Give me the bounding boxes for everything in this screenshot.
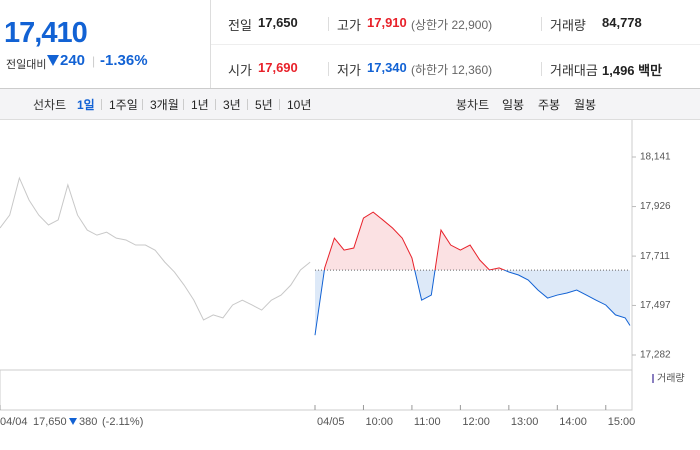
area-up bbox=[324, 212, 505, 271]
price-line-down bbox=[314, 270, 631, 336]
candle-tab[interactable]: 월봉 bbox=[574, 98, 597, 112]
period-tab[interactable]: 1일 bbox=[77, 98, 95, 112]
stat-value: 17,910 bbox=[367, 15, 407, 30]
period-tab[interactable]: 10년 bbox=[287, 98, 312, 112]
prev-close: 17,650 bbox=[33, 416, 67, 428]
stat-label: 저가 bbox=[337, 63, 361, 78]
tab-divider bbox=[247, 99, 248, 110]
stat-label: 고가 bbox=[337, 18, 361, 33]
x-tick-label: 11:00 bbox=[414, 416, 441, 428]
change: 240 bbox=[60, 52, 86, 69]
stat-value: 17,650 bbox=[258, 15, 298, 30]
y-tick-label: 18,141 bbox=[640, 152, 671, 163]
y-tick-label: 17,282 bbox=[640, 350, 671, 361]
stat-label: 전일 bbox=[228, 18, 252, 33]
x-tick-label: 04/04 bbox=[0, 416, 28, 428]
x-tick-label: 04/05 bbox=[317, 416, 345, 428]
prev-change: 380 bbox=[79, 416, 97, 428]
x-tick-label: 12:00 bbox=[462, 416, 490, 428]
period-tab[interactable]: 3개월 bbox=[150, 98, 179, 112]
stat-extra: (상한가 22,900) bbox=[411, 18, 493, 32]
candle-tab[interactable]: 주봉 bbox=[538, 98, 561, 112]
price-line bbox=[0, 176, 311, 321]
stat-value: 1,496 백만 bbox=[602, 63, 663, 78]
tab-divider bbox=[279, 99, 280, 110]
period-tab[interactable]: 1년 bbox=[191, 98, 209, 112]
period-tab[interactable]: 5년 bbox=[255, 98, 273, 112]
tab-label: 봉차트 bbox=[456, 98, 490, 112]
volume-panel bbox=[0, 369, 633, 411]
period-tab[interactable]: 1주일 bbox=[109, 98, 138, 112]
down-arrow bbox=[47, 55, 59, 66]
x-tick-label: 10:00 bbox=[365, 416, 393, 428]
stat-value: 17,690 bbox=[258, 60, 298, 75]
stat-divider bbox=[541, 17, 542, 31]
price-box bbox=[0, 0, 211, 88]
stat-value: 84,778 bbox=[602, 15, 642, 30]
tab-bar bbox=[0, 88, 700, 120]
volume-legend: 거래량 bbox=[657, 373, 685, 385]
stat-divider bbox=[541, 62, 542, 76]
divider: | bbox=[92, 54, 96, 68]
change-rate: -1.36% bbox=[100, 52, 148, 69]
change-label: 전일대비 bbox=[6, 59, 47, 71]
current-price: 17,410 bbox=[4, 17, 88, 49]
stat-extra: (하한가 12,360) bbox=[411, 63, 493, 77]
x-tick-label: 15:00 bbox=[608, 416, 636, 428]
tab-divider bbox=[101, 99, 102, 110]
candle-tab[interactable]: 일봉 bbox=[502, 98, 525, 112]
stat-divider bbox=[328, 17, 329, 31]
y-tick-label: 17,926 bbox=[640, 201, 671, 212]
price-line-up bbox=[323, 211, 506, 271]
tab-divider bbox=[183, 99, 184, 110]
stat-label: 거래량 bbox=[550, 18, 586, 33]
stat-value: 17,340 bbox=[367, 60, 407, 75]
area-down bbox=[315, 270, 630, 336]
stat-label: 시가 bbox=[228, 63, 252, 78]
stat-label: 거래대금 bbox=[550, 63, 598, 78]
x-tick-label: 13:00 bbox=[511, 416, 539, 428]
row-divider bbox=[211, 44, 700, 45]
y-tick-label: 17,711 bbox=[640, 251, 670, 262]
tab-label: 선차트 bbox=[33, 98, 67, 112]
x-tick-label: 14:00 bbox=[559, 416, 587, 428]
tab-divider bbox=[142, 99, 143, 110]
period-tab[interactable]: 3년 bbox=[223, 98, 241, 112]
stat-divider bbox=[328, 62, 329, 76]
tab-divider bbox=[215, 99, 216, 110]
y-tick-label: 17,497 bbox=[640, 300, 671, 311]
prev-down-arrow bbox=[69, 418, 77, 425]
volume-legend-swatch bbox=[652, 374, 654, 383]
prev-rate: (-2.11%) bbox=[102, 416, 143, 428]
chart: 거래량 18,141 17,926 17,711 17,497 17,282 04/04 04… bbox=[0, 120, 685, 428]
